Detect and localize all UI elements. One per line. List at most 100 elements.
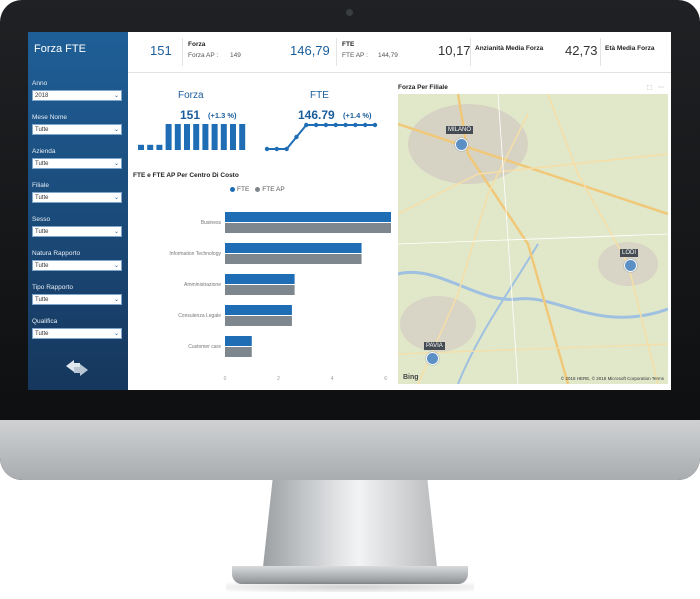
- spark-bar: [220, 124, 227, 150]
- map-attribution: © 2018 HERE, © 2018 Microsoft Corporatio…: [560, 376, 664, 381]
- x-tick-label: 4: [331, 376, 334, 382]
- x-tick-label: 2: [277, 376, 280, 382]
- x-tick-label: 0: [224, 376, 227, 382]
- filter-tipo-rapporto: Tipo Rapporto Tutte ⌄: [32, 284, 122, 305]
- legend-swatch: [230, 186, 235, 192]
- sparkline-point: [333, 122, 338, 128]
- chart-legend: FTE FTE AP: [230, 186, 285, 193]
- base-shadow: [226, 582, 474, 592]
- filter-natura-rapporto: Natura Rapporto Tutte ⌄: [32, 250, 122, 271]
- map-background: [398, 94, 668, 384]
- legend-item[interactable]: FTE AP: [255, 186, 285, 193]
- mini-fte-sparkline: [264, 122, 378, 152]
- sparkline-point: [343, 122, 348, 128]
- sparkline-point: [353, 122, 358, 128]
- spark-bar: [211, 124, 218, 150]
- map-pin-milano[interactable]: [455, 138, 468, 151]
- bar-fte-ap[interactable]: [225, 316, 292, 326]
- map-view[interactable]: MILANO LODI PAVIA Bing © 2018 HERE, © 20…: [398, 94, 668, 384]
- bar-fte[interactable]: [225, 336, 252, 346]
- dropdown-value: Tutte: [35, 126, 49, 133]
- sparkline-point: [274, 146, 280, 152]
- bar-fte-ap[interactable]: [225, 285, 295, 295]
- forza-value: 151: [150, 43, 172, 58]
- bar-fte-ap[interactable]: [225, 347, 252, 357]
- legend-item[interactable]: FTE: [230, 186, 249, 193]
- spark-bar: [165, 124, 172, 150]
- mini-forza-title: Forza: [178, 90, 204, 101]
- page-title: Forza FTE: [34, 43, 86, 55]
- dropdown-value: Tutte: [35, 296, 49, 303]
- map-panel: Forza Per Filiale ⬚ ⋯: [398, 84, 668, 384]
- dropdown-value: Tutte: [35, 160, 49, 167]
- chevron-down-icon: ⌄: [113, 127, 119, 133]
- category-label: Business: [201, 220, 222, 226]
- anzianita-title: Anzianità Media Forza: [475, 45, 544, 52]
- monitor-bezel: Forza FTE Anno 2018 ⌄ Mese Nome Tutte ⌄ …: [0, 0, 700, 480]
- natura-rapporto-dropdown[interactable]: Tutte ⌄: [32, 260, 122, 271]
- azienda-dropdown[interactable]: Tutte ⌄: [32, 158, 122, 169]
- map-pin-lodi[interactable]: [624, 259, 637, 272]
- dropdown-value: 2018: [35, 92, 49, 99]
- filter-qualifica: Qualifica Tutte ⌄: [32, 318, 122, 339]
- mese-nome-dropdown[interactable]: Tutte ⌄: [32, 124, 122, 135]
- filter-mese-nome: Mese Nome Tutte ⌄: [32, 114, 122, 135]
- filter-label: Natura Rapporto: [32, 250, 81, 257]
- swap-arrows-icon[interactable]: [64, 358, 90, 378]
- dropdown-value: Tutte: [35, 228, 49, 235]
- panel-controls-icon[interactable]: ⬚ ⋯: [646, 85, 666, 91]
- chevron-down-icon: ⌄: [113, 331, 119, 337]
- eta-title: Età Media Forza: [605, 45, 655, 52]
- sparkline-point: [323, 122, 329, 128]
- chevron-down-icon: ⌄: [113, 263, 119, 269]
- spark-bar: [239, 124, 246, 150]
- legend-swatch: [255, 186, 261, 192]
- bar-fte[interactable]: [225, 212, 391, 222]
- bar-fte-ap[interactable]: [225, 254, 362, 264]
- sparkline-point: [362, 122, 368, 128]
- mini-fte-value: 146.79: [298, 108, 335, 122]
- spark-bar: [174, 124, 181, 150]
- bing-logo: Bing: [403, 374, 419, 381]
- filter-sidebar: Forza FTE Anno 2018 ⌄ Mese Nome Tutte ⌄ …: [28, 32, 128, 390]
- spark-bar: [138, 144, 144, 150]
- fte-title: FTE: [342, 41, 355, 48]
- filter-filiale: Filiale Tutte ⌄: [32, 182, 122, 203]
- qualifica-dropdown[interactable]: Tutte ⌄: [32, 328, 122, 339]
- bar-fte[interactable]: [225, 274, 295, 284]
- spark-bar: [202, 124, 209, 150]
- bar-fte-ap[interactable]: [225, 223, 391, 233]
- legend-label: FTE AP: [262, 186, 285, 193]
- spark-bar: [230, 124, 236, 150]
- bar-fte[interactable]: [225, 243, 362, 253]
- bar-chart: Business Information Technology Amministra…: [169, 212, 391, 382]
- legend-label: FTE: [237, 186, 250, 193]
- divider: [600, 38, 601, 66]
- dropdown-value: Tutte: [35, 194, 49, 201]
- map-pin-pavia[interactable]: [426, 352, 439, 365]
- anno-dropdown[interactable]: 2018 ⌄: [32, 90, 122, 101]
- forza-title: Forza: [188, 41, 206, 48]
- chevron-down-icon: ⌄: [113, 229, 119, 235]
- filter-label: Mese Nome: [32, 114, 68, 121]
- kpi-bar: 151 Forza Forza AP : 149 146,79 FTE FTE …: [128, 32, 671, 73]
- filiale-dropdown[interactable]: Tutte ⌄: [32, 192, 122, 203]
- tipo-rapporto-dropdown[interactable]: Tutte ⌄: [32, 294, 122, 305]
- divider: [336, 38, 337, 66]
- filter-anno: Anno 2018 ⌄: [32, 80, 122, 101]
- filter-azienda: Azienda Tutte ⌄: [32, 148, 122, 169]
- map-title: Forza Per Filiale: [398, 84, 448, 91]
- map-label-lodi: LODI: [620, 249, 639, 257]
- monitor-chin: [0, 420, 700, 480]
- category-label: Customer care: [188, 344, 221, 350]
- category-label: Amministrazione: [184, 282, 221, 288]
- sparkline-point: [372, 122, 378, 128]
- sesso-dropdown[interactable]: Tutte ⌄: [32, 226, 122, 237]
- filter-label: Azienda: [32, 148, 56, 155]
- bar-fte[interactable]: [225, 305, 292, 315]
- sparkline-point: [313, 122, 319, 128]
- filter-sesso: Sesso Tutte ⌄: [32, 216, 122, 237]
- dropdown-value: Tutte: [35, 330, 49, 337]
- filter-label: Filiale: [32, 182, 49, 189]
- sparkline-point: [304, 122, 309, 128]
